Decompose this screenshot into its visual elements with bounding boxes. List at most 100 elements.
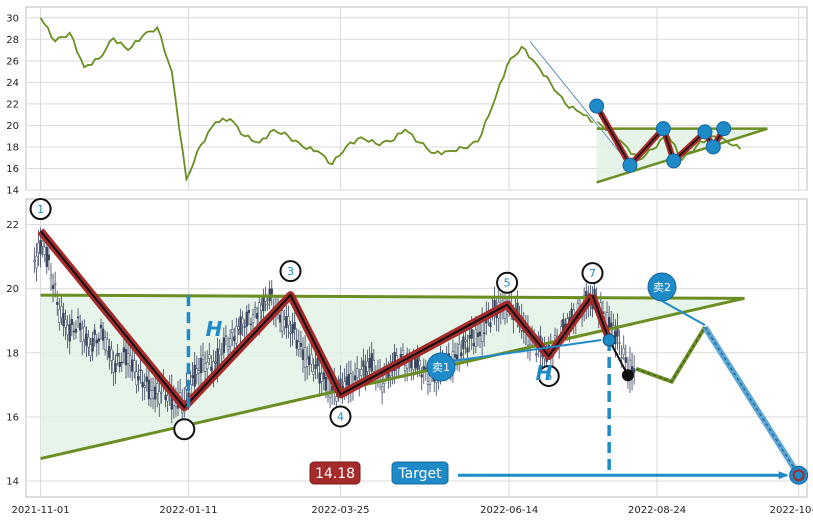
overview-price-line bbox=[39, 17, 742, 183]
candle-body bbox=[289, 331, 292, 334]
candle-body bbox=[78, 322, 82, 331]
candle-body bbox=[81, 328, 84, 342]
candle-body bbox=[249, 323, 253, 326]
candle-body bbox=[241, 317, 244, 325]
candle-body bbox=[418, 360, 421, 366]
extension-black-line bbox=[608, 339, 629, 376]
pattern-point-label: 4 bbox=[337, 410, 344, 423]
candle-body bbox=[35, 255, 38, 269]
price-box-bg bbox=[309, 461, 361, 485]
candle-body bbox=[460, 352, 463, 357]
candle-body bbox=[33, 260, 36, 263]
main-panel: 1 3 4 5 6 7 bbox=[29, 198, 809, 485]
breakout-point bbox=[602, 333, 616, 347]
candle-body bbox=[466, 347, 469, 353]
candle-body bbox=[164, 394, 167, 400]
candle-body bbox=[472, 342, 475, 347]
overview-y-tick-label: 30 bbox=[6, 13, 19, 24]
pattern-point-circle bbox=[581, 262, 604, 285]
candle-body bbox=[60, 306, 63, 319]
candle-body bbox=[632, 368, 636, 373]
overview-pattern-point bbox=[655, 121, 671, 137]
candle-body bbox=[426, 381, 430, 385]
candle-body bbox=[133, 360, 136, 373]
overview-y-tick-label: 18 bbox=[6, 142, 19, 153]
candle-body bbox=[187, 392, 190, 398]
candle-body bbox=[83, 326, 86, 340]
x-tick-label: 2022-01-11 bbox=[159, 505, 217, 516]
candle-body bbox=[455, 354, 459, 360]
candle-body bbox=[87, 337, 90, 348]
candle-body bbox=[39, 240, 42, 255]
candle-body bbox=[72, 330, 76, 333]
candle-body bbox=[505, 311, 509, 315]
candle-body bbox=[91, 337, 94, 352]
candle-body bbox=[245, 311, 248, 327]
overview-y-tick-label: 24 bbox=[6, 78, 19, 89]
annotation-layer: 14.18 Target 卖1 卖2 H H bbox=[206, 281, 671, 485]
candle-body bbox=[124, 349, 128, 366]
candle-body bbox=[322, 372, 325, 380]
x-tick-label: 2022-06-14 bbox=[480, 505, 538, 516]
candle-body bbox=[110, 349, 113, 361]
main-upper-trendline bbox=[40, 293, 745, 300]
candle-body bbox=[114, 363, 117, 373]
sell2-label: 卖2 bbox=[653, 281, 671, 294]
candle-body bbox=[320, 373, 323, 382]
candle-body bbox=[137, 375, 140, 381]
sell1-label: 卖1 bbox=[432, 361, 450, 374]
candle-body bbox=[135, 371, 138, 386]
candle-body bbox=[478, 331, 482, 336]
x-tick-label: 2021-11-01 bbox=[12, 505, 70, 516]
sell1-marker bbox=[426, 352, 456, 382]
main-y-tick-label: 22 bbox=[6, 220, 19, 231]
candle-body bbox=[97, 338, 101, 342]
candle-body bbox=[464, 339, 467, 342]
candle-body bbox=[281, 310, 284, 332]
candle-body bbox=[153, 386, 157, 400]
pattern-point-label: 3 bbox=[287, 265, 294, 278]
candle-body bbox=[366, 361, 369, 372]
candle-body bbox=[64, 319, 67, 328]
candle-body bbox=[66, 325, 69, 335]
candle-body bbox=[483, 332, 486, 335]
candle-body bbox=[306, 358, 309, 367]
candle-body bbox=[51, 285, 55, 289]
pattern-point-label: 1 bbox=[37, 203, 44, 216]
candle-body bbox=[239, 316, 242, 335]
candle-body bbox=[424, 367, 428, 370]
candle-body bbox=[220, 353, 223, 355]
projection-blue-dash bbox=[704, 326, 800, 476]
candle-body bbox=[99, 324, 103, 329]
candle-body bbox=[403, 365, 407, 371]
pattern-point-circle bbox=[29, 198, 52, 221]
overview-y-tick-label: 26 bbox=[6, 56, 19, 67]
candle-body bbox=[303, 347, 307, 368]
candle-body bbox=[622, 347, 625, 355]
overview-pattern-point bbox=[622, 157, 638, 173]
candle-body bbox=[310, 354, 313, 365]
candle-body bbox=[208, 354, 211, 359]
candle-body bbox=[210, 366, 213, 371]
candle-body bbox=[131, 359, 134, 372]
x-tick-label: 2022-10-31 bbox=[770, 505, 813, 516]
candle-body bbox=[193, 364, 196, 387]
overview-y-tick-label: 20 bbox=[6, 121, 19, 132]
candle-body bbox=[260, 304, 263, 311]
candle-body bbox=[476, 332, 480, 337]
overview-arrow-line bbox=[529, 41, 631, 166]
candle-body bbox=[372, 359, 375, 372]
extension-end-dot bbox=[621, 369, 634, 382]
candle-body bbox=[228, 338, 232, 347]
candle-body bbox=[54, 283, 57, 285]
candle-body bbox=[360, 369, 363, 376]
candle-body bbox=[295, 339, 298, 349]
candle-body bbox=[116, 352, 119, 357]
candle-body bbox=[62, 313, 65, 327]
candle-body bbox=[299, 342, 303, 347]
candle-body bbox=[489, 322, 492, 328]
candle-body bbox=[297, 341, 300, 350]
main-y-tick-label: 14 bbox=[6, 476, 19, 487]
candle-body bbox=[420, 374, 423, 378]
